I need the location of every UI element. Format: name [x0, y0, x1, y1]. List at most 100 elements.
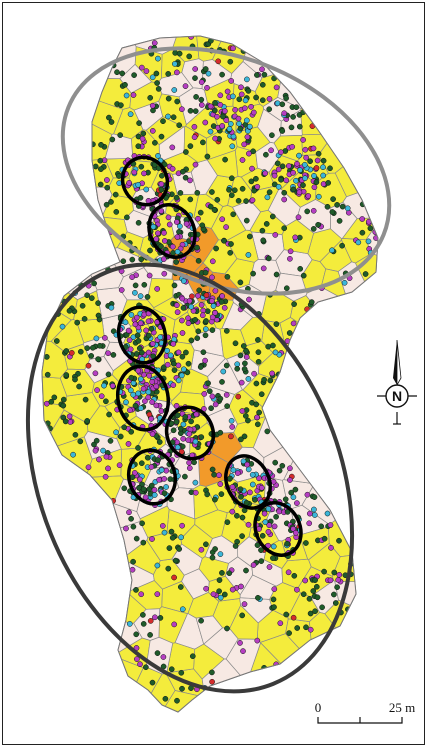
observation-dot	[143, 68, 150, 74]
observation-dot	[237, 125, 244, 132]
voronoi-cell	[145, 116, 185, 146]
observation-dot	[141, 170, 147, 177]
observation-dot	[291, 301, 297, 307]
observation-dot	[155, 153, 161, 159]
observation-dot	[311, 512, 318, 518]
observation-dot	[163, 484, 169, 490]
observation-dot	[176, 122, 183, 129]
observation-dot	[92, 370, 99, 377]
observation-dot	[258, 391, 265, 398]
observation-dot	[367, 225, 374, 232]
observation-dot	[173, 259, 180, 265]
observation-dot	[224, 273, 231, 280]
observation-dot	[305, 193, 312, 199]
voronoi-cell	[42, 158, 114, 188]
observation-dot	[149, 74, 156, 81]
observation-dot	[60, 396, 67, 403]
observation-dot	[260, 237, 267, 244]
observation-dot	[77, 438, 84, 445]
observation-dot	[96, 456, 102, 463]
observation-dot	[166, 545, 173, 551]
observation-dot	[274, 160, 281, 167]
observation-dot	[261, 376, 267, 383]
observation-dot	[212, 100, 218, 106]
observation-dot	[135, 219, 142, 226]
observation-dot	[296, 112, 303, 118]
observation-dot	[242, 97, 249, 104]
observation-dot	[259, 227, 266, 234]
observation-dot	[153, 70, 160, 77]
observation-dot	[320, 181, 327, 187]
observation-dot	[108, 304, 115, 311]
observation-dot	[170, 114, 177, 121]
observation-dot	[270, 596, 277, 603]
observation-dot	[255, 594, 261, 601]
observation-dot	[66, 307, 73, 314]
observation-dot	[95, 356, 101, 362]
observation-dot	[226, 186, 232, 193]
observation-dot	[171, 61, 178, 67]
observation-dot	[227, 121, 234, 127]
observation-dot	[135, 181, 142, 188]
observation-dot	[228, 78, 235, 84]
observation-dot	[98, 166, 104, 172]
observation-dot	[161, 238, 168, 244]
observation-dot	[202, 326, 209, 332]
observation-dot	[287, 255, 293, 262]
observation-dot	[242, 360, 248, 367]
observation-dot	[105, 371, 112, 378]
observation-dot	[194, 244, 200, 251]
observation-dot	[90, 141, 96, 148]
observation-dot	[158, 208, 165, 214]
observation-dot	[285, 569, 292, 576]
observation-dot	[245, 88, 252, 94]
observation-dot	[130, 523, 137, 530]
observation-dot	[195, 257, 202, 264]
observation-dot	[365, 238, 372, 245]
observation-dot	[180, 435, 187, 442]
voronoi-cell	[84, 356, 114, 384]
observation-dot	[331, 591, 337, 598]
observation-dot	[253, 401, 260, 408]
observation-dot	[103, 453, 110, 460]
observation-dot	[197, 209, 204, 216]
observation-dot	[292, 529, 299, 536]
observation-dot	[204, 491, 211, 498]
observation-dot	[161, 490, 168, 497]
observation-dot	[236, 120, 242, 127]
voronoi-cell	[42, 655, 144, 712]
observation-dot	[301, 161, 308, 168]
observation-dot	[248, 178, 255, 185]
hotspot-circle-6	[126, 448, 178, 506]
observation-dot	[290, 494, 297, 501]
hotspot-circle-3	[116, 305, 168, 365]
observation-dot	[259, 532, 266, 539]
voronoi-cell	[334, 580, 378, 642]
observation-dot	[331, 569, 338, 576]
observation-dot	[328, 544, 334, 551]
observation-dot	[213, 245, 219, 252]
observation-dot	[74, 319, 81, 326]
observation-dot	[232, 543, 239, 549]
observation-dot	[133, 631, 140, 638]
observation-dot	[154, 286, 161, 292]
observation-dot	[291, 572, 298, 579]
observation-dot	[314, 594, 321, 601]
observation-dot	[95, 300, 101, 306]
observation-dot	[176, 229, 182, 235]
observation-dot	[272, 232, 279, 238]
observation-dot	[170, 427, 177, 434]
observation-dot	[203, 292, 210, 299]
observation-dot	[192, 66, 199, 72]
observation-dot	[148, 482, 155, 489]
observation-dot	[270, 543, 277, 550]
observation-dot	[183, 220, 190, 227]
observation-dot	[249, 165, 255, 172]
observation-dot	[98, 393, 105, 400]
observation-dot	[319, 604, 325, 611]
observation-dot	[245, 521, 252, 528]
observation-dot	[85, 362, 92, 369]
observation-dot	[166, 221, 173, 228]
observation-dot	[186, 465, 193, 471]
observation-dot	[144, 294, 151, 300]
